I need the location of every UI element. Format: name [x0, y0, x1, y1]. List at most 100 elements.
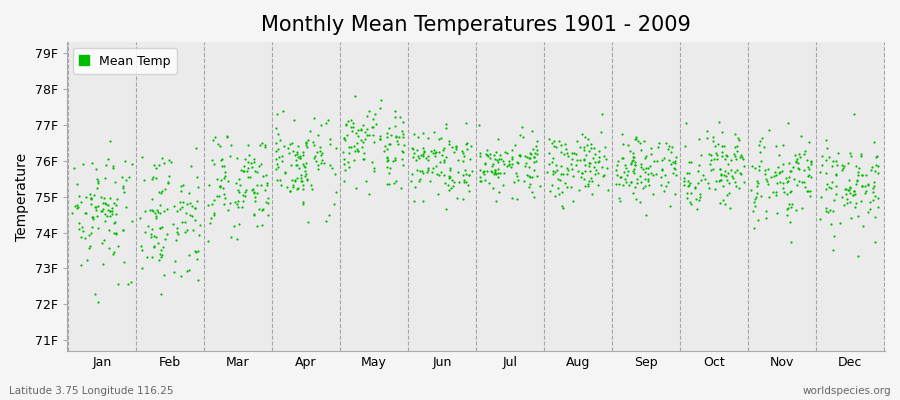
Point [558, 180, 572, 186]
Point [412, 155, 427, 161]
Point [500, 163, 514, 169]
Point [545, 171, 560, 177]
Point [587, 144, 601, 151]
Point [751, 217, 765, 224]
Point [644, 150, 658, 157]
Point [752, 180, 766, 186]
Point [715, 177, 729, 183]
Point [644, 170, 658, 176]
Point [268, 156, 283, 162]
Point [597, 172, 611, 179]
Point [215, 163, 230, 170]
Point [502, 158, 517, 164]
Point [792, 151, 806, 158]
Point [519, 160, 534, 166]
Point [546, 143, 561, 149]
Point [231, 198, 246, 204]
Point [473, 174, 488, 180]
Point [202, 182, 216, 188]
Point [664, 148, 679, 155]
Point [164, 159, 178, 165]
Point [782, 160, 796, 166]
Point [366, 124, 381, 130]
Point [174, 188, 188, 194]
Point [346, 143, 361, 150]
Point [383, 132, 398, 138]
Point [554, 203, 569, 210]
Point [625, 158, 639, 164]
Point [232, 188, 247, 195]
Point [394, 185, 409, 192]
Point [613, 198, 627, 204]
Point [850, 212, 865, 219]
Point [597, 172, 611, 178]
Point [868, 239, 882, 245]
Point [84, 194, 98, 201]
Point [416, 169, 430, 176]
Point [661, 146, 675, 152]
Point [819, 186, 833, 192]
Point [480, 146, 494, 153]
Point [582, 160, 597, 166]
Point [288, 176, 302, 183]
Point [88, 206, 103, 213]
Point [490, 198, 504, 204]
Point [511, 177, 526, 184]
Point [802, 166, 816, 172]
Point [590, 182, 605, 188]
Point [700, 134, 715, 141]
Point [524, 151, 538, 158]
Point [828, 191, 842, 197]
Point [171, 230, 185, 237]
Point [788, 159, 803, 166]
Point [410, 147, 424, 153]
Point [689, 195, 704, 202]
Point [609, 161, 624, 168]
Point [688, 183, 702, 190]
Point [119, 204, 133, 210]
Point [634, 164, 649, 170]
Point [71, 203, 86, 210]
Point [521, 164, 535, 170]
Point [103, 213, 117, 220]
Point [207, 210, 221, 216]
Point [258, 144, 273, 151]
Point [252, 163, 266, 169]
Point [627, 159, 642, 166]
Point [478, 177, 492, 183]
Point [727, 143, 742, 150]
Point [578, 162, 592, 168]
Point [170, 208, 184, 214]
Point [654, 157, 669, 163]
Point [577, 144, 591, 150]
Point [296, 198, 310, 205]
Point [848, 204, 862, 210]
Point [328, 188, 343, 195]
Point [246, 186, 260, 192]
Point [70, 205, 85, 211]
Point [238, 156, 252, 162]
Point [348, 93, 363, 99]
Point [703, 160, 717, 167]
Point [278, 170, 293, 176]
Point [270, 177, 284, 183]
Point [488, 167, 502, 173]
Point [652, 140, 666, 146]
Point [109, 202, 123, 208]
Point [628, 184, 643, 190]
Point [711, 140, 725, 147]
Point [147, 162, 161, 168]
Point [213, 183, 228, 189]
Point [543, 150, 557, 156]
Point [569, 150, 583, 157]
Point [850, 177, 864, 184]
Point [631, 137, 645, 144]
Point [554, 142, 568, 148]
Point [76, 161, 90, 168]
Point [116, 227, 130, 233]
Point [439, 154, 454, 160]
Point [338, 122, 353, 128]
Point [706, 134, 720, 140]
Point [472, 178, 487, 184]
Point [513, 132, 527, 138]
